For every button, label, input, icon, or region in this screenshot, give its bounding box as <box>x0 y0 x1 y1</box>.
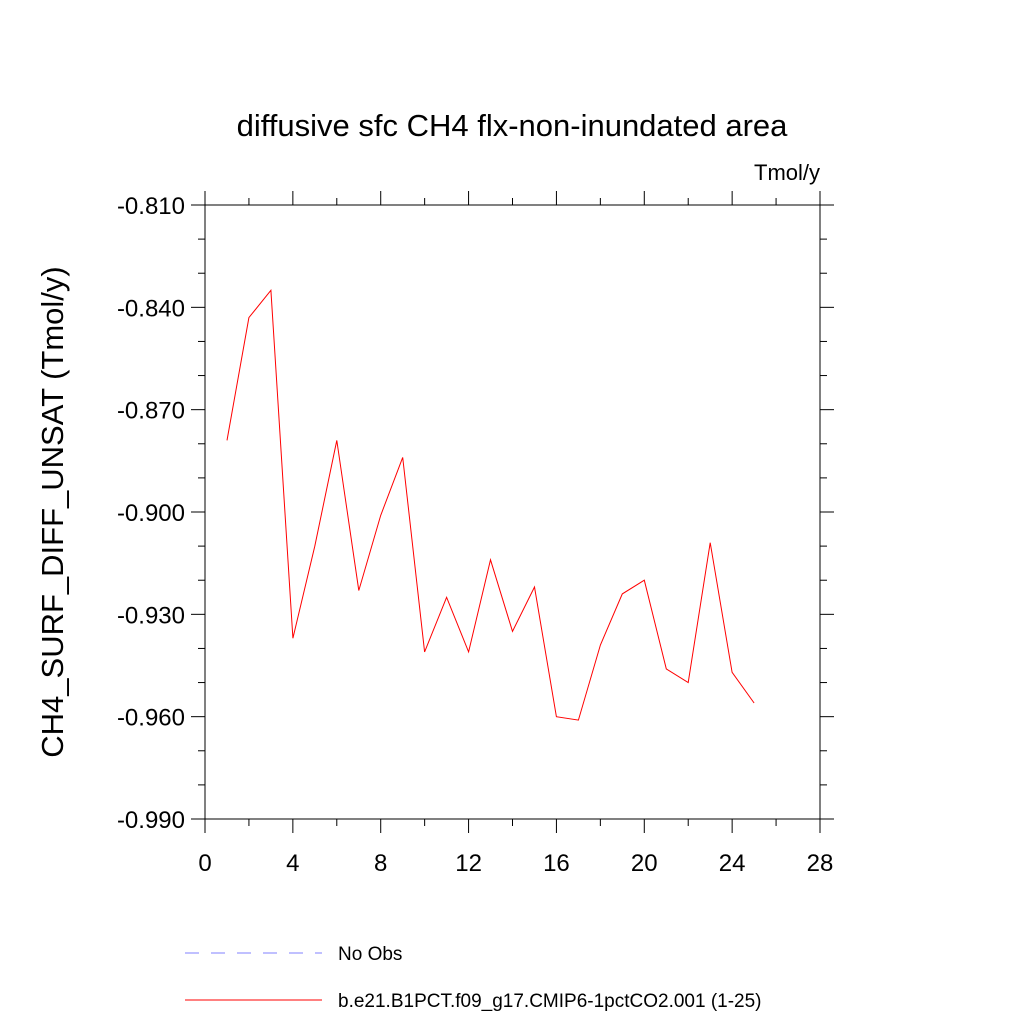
x-tick-label: 20 <box>631 850 658 877</box>
y-tick-label: -0.810 <box>117 193 185 220</box>
series-line <box>226 288 755 721</box>
y-tick-label: -0.870 <box>117 398 185 425</box>
y-tick-label: -0.990 <box>117 807 185 834</box>
x-tick-label: 4 <box>286 850 299 877</box>
x-tick-label: 28 <box>807 850 834 877</box>
y-tick-label: -0.930 <box>117 602 185 629</box>
y-tick-label: -0.840 <box>117 295 185 322</box>
legend: No Obs b.e21.B1PCT.f09_g17.CMIP6-1pctCO2.… <box>185 944 762 1012</box>
legend-label: b.e21.B1PCT.f09_g17.CMIP6-1pctCO2.001 (1… <box>338 991 762 1012</box>
x-tick-label: 8 <box>374 850 387 877</box>
x-tick-label: 16 <box>543 850 570 877</box>
series-layer <box>226 288 755 721</box>
y-axis-label: CH4_SURF_DIFF_UNSAT (Tmol/y) <box>35 266 70 757</box>
x-tick-label: 24 <box>719 850 746 877</box>
x-tick-label: 12 <box>455 850 482 877</box>
ticks-layer: 0 4 8 12 16 20 24 28 -0.810 -0.840 -0.870 -0.900 -0.… <box>117 191 834 877</box>
x-tick-label: 0 <box>198 850 211 877</box>
y-tick-label: -0.900 <box>117 500 185 527</box>
chart-title: diffusive sfc CH4 flx-non-inundated area <box>237 108 789 143</box>
plot-frame <box>204 204 821 820</box>
y-tick-label: -0.960 <box>117 705 185 732</box>
legend-label: No Obs <box>338 944 402 965</box>
units-label: Tmol/y <box>754 160 820 185</box>
